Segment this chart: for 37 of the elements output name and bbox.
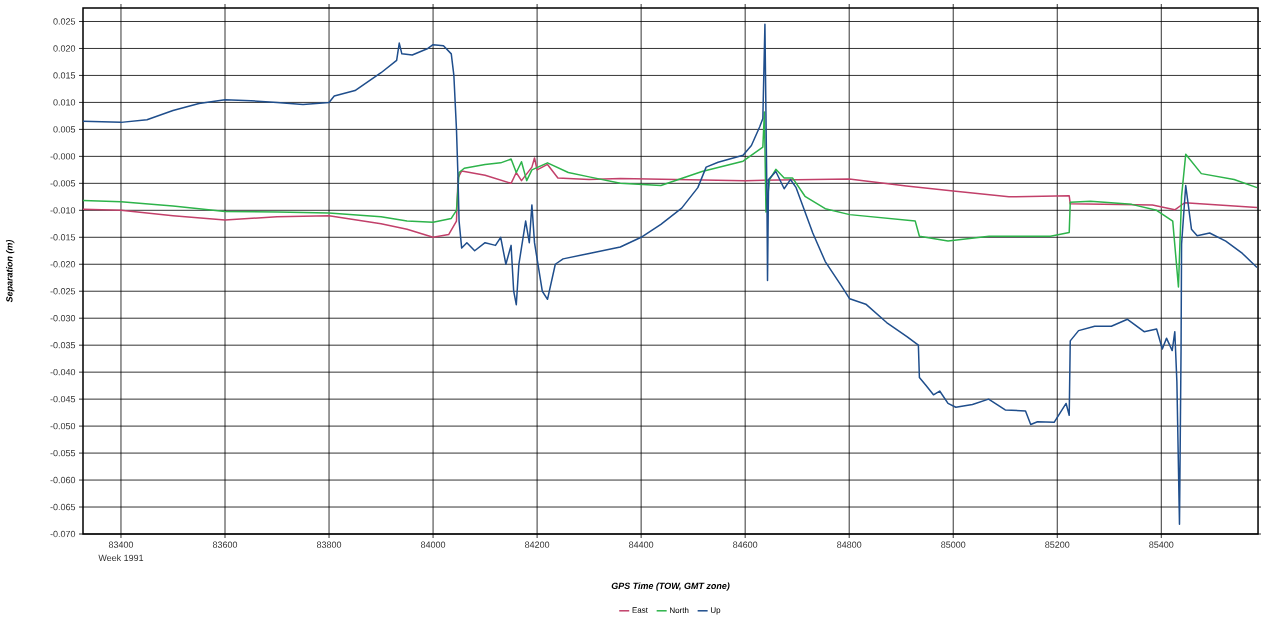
y-tick-label: 0.005 [53,126,76,133]
x-tick-label: 84400 [629,541,654,548]
y-tick-label: -0.015 [50,234,76,241]
y-tick-label: -0.040 [50,368,76,376]
y-tick-label: -0.010 [50,207,76,214]
y-tick-label: 0.015 [53,72,76,79]
x-tick-label: 85200 [1045,541,1070,548]
y-tick-label: -0.065 [50,503,76,511]
y-tick-label: -0.045 [50,395,76,403]
y-tick-label: -0.070 [50,530,76,538]
x-tick-label: 83600 [212,541,238,548]
y-tick-label: -0.055 [50,449,76,457]
text: Week 1991 [98,554,144,562]
y-tick-label: 0.020 [53,45,76,52]
x-tick-label: 85400 [1149,541,1174,548]
y-tick-label: -0.000 [50,153,76,160]
x-tick-label: 83400 [108,541,134,548]
y-tick-label: -0.030 [50,315,76,322]
y-tick-label: -0.005 [50,180,76,187]
x-tick-label: 84000 [420,541,446,548]
y-tick-label: 0.010 [53,99,76,106]
y-tick-label: 0.025 [53,18,76,25]
y-axis-title: Separation (m) [5,239,15,303]
x-tick-label: 85000 [941,541,966,548]
y-tick-label: -0.060 [50,476,76,484]
x-tick-label: 84600 [733,541,758,548]
line-series [83,23,1258,526]
y-tick-label: -0.035 [50,342,76,349]
line-series [83,157,1258,239]
y-tick-label: -0.020 [50,261,76,268]
y-tick-label: -0.025 [50,288,76,295]
x-tick-label: 83800 [316,541,342,548]
x-tick-label: 84800 [837,541,862,548]
line-series [83,111,1258,288]
y-tick-label: -0.050 [50,422,76,430]
x-tick-label: 84200 [525,541,550,548]
x-axis-title: GPS Time (TOW, GMT zone) [611,582,730,591]
